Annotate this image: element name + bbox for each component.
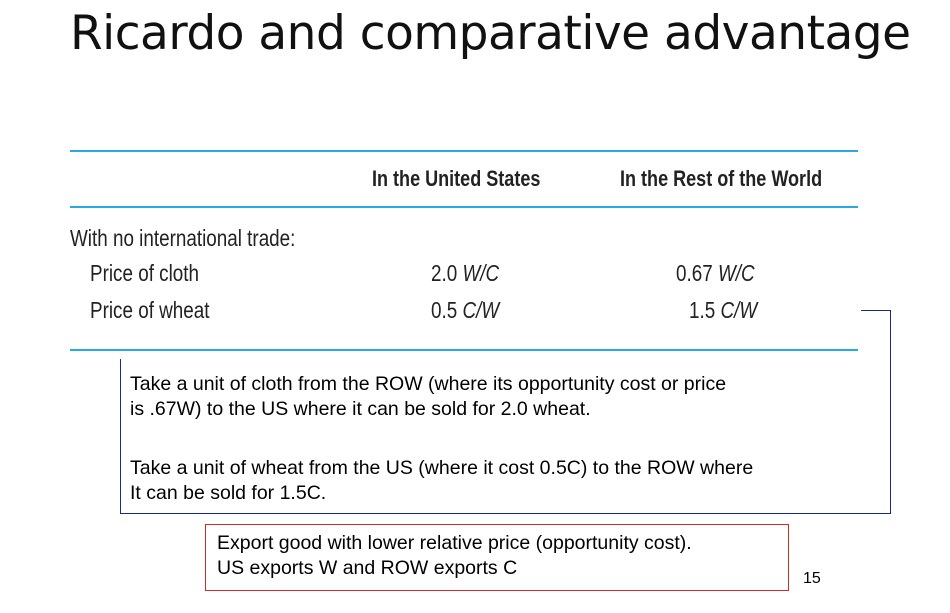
explanation-paragraph-2: Take a unit of wheat from the US (where … bbox=[130, 456, 880, 506]
text-line: Take a unit of cloth from the ROW (where… bbox=[130, 373, 727, 395]
text-line: US exports W and ROW exports C bbox=[217, 557, 518, 579]
bracket-right bbox=[890, 310, 891, 513]
cell-value: 1.5 bbox=[689, 297, 716, 323]
cell-value: 2.0 bbox=[431, 260, 458, 286]
cell-value: 0.67 bbox=[676, 260, 713, 286]
text-line: Take a unit of wheat from the US (where … bbox=[130, 457, 754, 479]
bracket-bottom bbox=[120, 513, 891, 514]
text-line: Export good with lower relative price (o… bbox=[217, 532, 692, 554]
bracket-left bbox=[120, 359, 121, 514]
table-header-rule bbox=[70, 206, 858, 208]
cell-unit: C/W bbox=[720, 297, 758, 323]
column-header-us: In the United States bbox=[372, 166, 541, 191]
table-bottom-rule bbox=[70, 349, 858, 351]
table-top-rule bbox=[70, 150, 858, 152]
cell-value: 0.5 bbox=[431, 297, 458, 323]
cell-unit: W/C bbox=[462, 260, 500, 286]
explanation-paragraph-1: Take a unit of cloth from the ROW (where… bbox=[130, 372, 880, 422]
cell-us-cloth: 2.0 W/C bbox=[431, 260, 499, 287]
cell-unit: W/C bbox=[717, 260, 755, 286]
cell-unit: C/W bbox=[462, 297, 500, 323]
slide-title: Ricardo and comparative advantage bbox=[70, 6, 911, 61]
page-number: 15 bbox=[803, 570, 821, 587]
section-label: With no international trade: bbox=[70, 225, 296, 251]
cell-row-wheat: 1.5 C/W bbox=[689, 297, 757, 324]
text-line: It can be sold for 1.5C. bbox=[130, 482, 327, 504]
cell-us-wheat: 0.5 C/W bbox=[431, 297, 499, 324]
row-label-cloth: Price of cloth bbox=[90, 260, 200, 286]
row-label-wheat: Price of wheat bbox=[90, 297, 210, 323]
column-header-row: In the Rest of the World bbox=[620, 166, 823, 191]
text-line: is .67W) to the US where it can be sold … bbox=[130, 398, 591, 420]
cell-row-cloth: 0.67 W/C bbox=[676, 260, 755, 287]
conclusion-box: Export good with lower relative price (o… bbox=[205, 524, 789, 591]
bracket-top bbox=[861, 310, 890, 311]
